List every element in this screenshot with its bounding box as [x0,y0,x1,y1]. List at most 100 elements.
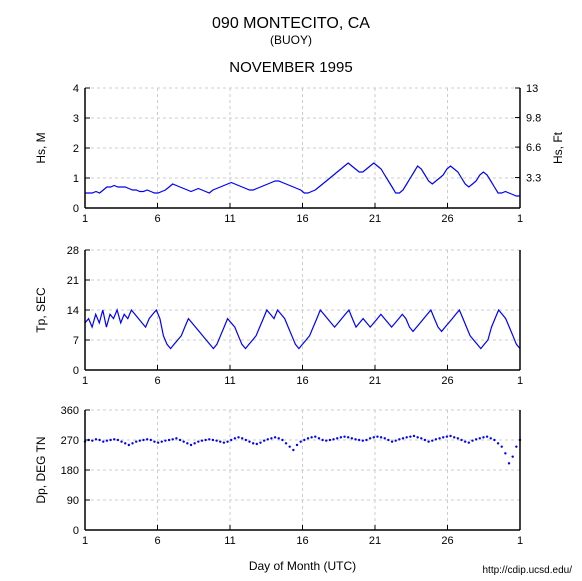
data-point [234,437,236,439]
footer-url: http://cdip.ucsd.edu/ [482,565,572,576]
data-point [131,442,133,444]
data-point [182,440,184,442]
x-tick-label: 1 [82,535,88,547]
data-point [351,437,353,439]
data-point [215,439,217,441]
y-tick-label: 21 [67,275,79,287]
y-tick-label: 0 [73,203,79,215]
x-tick-label: 11 [224,213,235,225]
data-point [172,438,174,440]
data-point [146,438,148,440]
data-point [497,442,499,444]
data-point [475,438,477,440]
y-tick-label: 2 [73,143,79,155]
data-point [212,439,214,441]
data-point [263,439,265,441]
y-tick-label: 0 [73,365,79,377]
chart-svg: 090 MONTECITO, CA(BUOY)NOVEMBER 19951611… [0,0,582,581]
data-point [91,439,93,441]
data-point [490,437,492,439]
x-tick-label: 26 [441,375,453,387]
y-label-left: Dp, DEG TN [34,436,48,503]
x-tick-label: 21 [369,375,381,387]
data-point [135,440,137,442]
data-point [373,436,375,438]
data-point [281,439,283,441]
data-point [369,437,371,439]
data-point [453,436,455,438]
x-tick-label: 1 [517,535,523,547]
data-point [296,444,298,446]
y-tick-label: 3 [73,113,79,125]
data-point [387,439,389,441]
x-tick-label: 6 [154,375,160,387]
data-point [343,435,345,437]
data-point [515,445,517,447]
data-point [274,436,276,438]
y-tick-label: 1 [73,173,79,185]
y-tick-label-right: 13 [526,83,538,95]
x-tick-label: 16 [296,375,308,387]
y-tick-label: 0 [73,525,79,537]
data-point [405,436,407,438]
data-point [142,439,144,441]
data-point [449,435,451,437]
data-point [303,439,305,441]
x-tick-label: 16 [296,535,308,547]
y-tick-label-right: 6.6 [526,142,541,154]
data-point [318,437,320,439]
x-tick-label: 11 [224,535,235,547]
data-point [391,440,393,442]
data-point [409,435,411,437]
data-point [438,437,440,439]
data-point [416,436,418,438]
data-point [486,435,488,437]
data-point [307,437,309,439]
data-point [314,435,316,437]
data-point [398,438,400,440]
data-point [179,439,181,441]
data-point [508,462,510,464]
data-point [120,440,122,442]
title-month: NOVEMBER 1995 [229,59,352,76]
x-tick-label: 26 [441,535,453,547]
data-point [223,441,225,443]
y-tick-label: 360 [61,405,79,417]
data-point [340,436,342,438]
data-point [193,442,195,444]
y-tick-label: 28 [67,245,79,257]
x-tick-label: 1 [82,213,88,225]
data-point [299,440,301,442]
data-point [157,441,159,443]
data-point [446,435,448,437]
data-point [431,439,433,441]
y-tick-label: 14 [67,305,79,317]
y-label-left: Hs, M [34,132,48,163]
data-point [124,442,126,444]
data-point [457,437,459,439]
data-point [420,437,422,439]
data-point [460,439,462,441]
data-point [150,439,152,441]
data-point [292,449,294,451]
data-point [252,442,254,444]
data-point [164,439,166,441]
data-point [267,438,269,440]
x-tick-label: 1 [517,375,523,387]
data-point [95,438,97,440]
data-point [204,439,206,441]
data-point [321,439,323,441]
y-tick-label-right: 9.8 [526,113,541,125]
data-point [427,440,429,442]
data-point [464,440,466,442]
data-point [117,439,119,441]
y-label-left: Tp, SEC [34,287,48,333]
data-point [113,438,115,440]
title-main: 090 MONTECITO, CA [212,15,370,32]
data-point [380,436,382,438]
data-point [98,439,100,441]
data-point [219,440,221,442]
x-tick-label: 11 [224,375,235,387]
y-tick-label: 7 [73,335,79,347]
y-tick-label: 4 [73,83,79,95]
